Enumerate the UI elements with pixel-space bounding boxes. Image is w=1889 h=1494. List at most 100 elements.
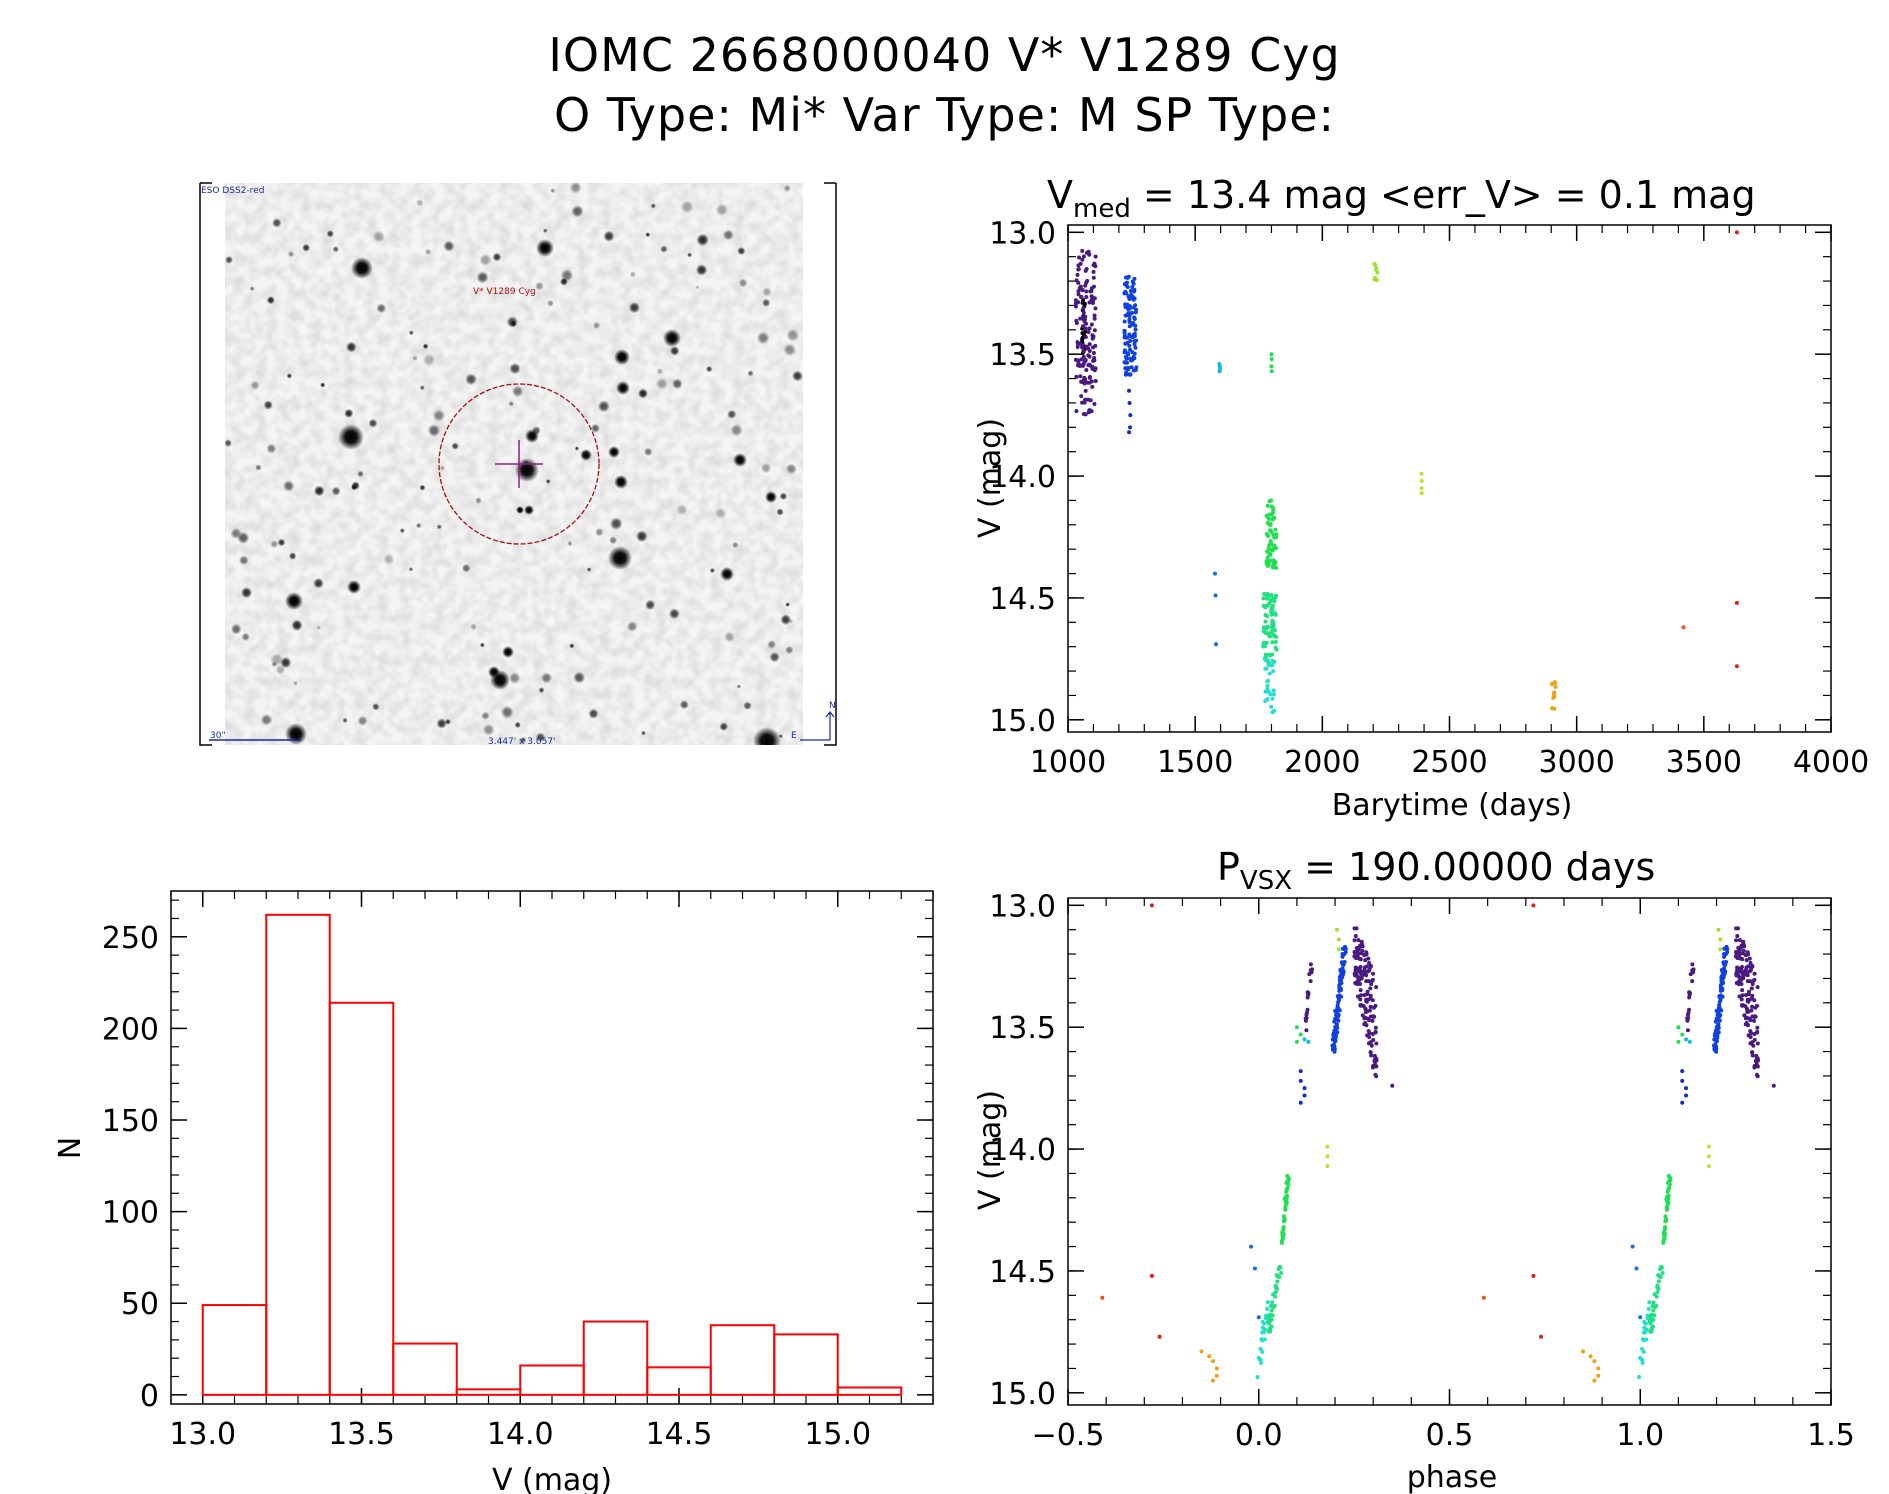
data-point bbox=[1091, 350, 1096, 355]
north-label: N bbox=[829, 701, 836, 711]
data-point bbox=[1269, 1308, 1274, 1313]
scale-label: 30" bbox=[210, 731, 226, 741]
data-point bbox=[1274, 647, 1279, 652]
data-point bbox=[1081, 411, 1086, 416]
data-point bbox=[1325, 1164, 1330, 1169]
histogram-bar bbox=[836, 1386, 903, 1396]
data-point bbox=[1261, 625, 1266, 630]
x-tick-label: 13.5 bbox=[328, 1417, 395, 1452]
data-point bbox=[1273, 527, 1278, 532]
data-point bbox=[1368, 986, 1373, 991]
data-point bbox=[1553, 680, 1558, 685]
data-point bbox=[1265, 679, 1270, 684]
histogram-bar bbox=[773, 1333, 839, 1396]
data-point bbox=[1352, 954, 1357, 959]
data-point bbox=[1083, 397, 1088, 402]
data-point bbox=[1265, 503, 1270, 508]
x-tick-label: 4000 bbox=[1793, 745, 1869, 780]
data-point bbox=[1630, 1244, 1635, 1249]
data-point bbox=[1074, 374, 1079, 379]
data-point bbox=[1661, 1240, 1666, 1245]
data-point bbox=[1149, 1273, 1154, 1278]
data-point bbox=[1085, 278, 1090, 283]
data-point bbox=[1214, 642, 1219, 647]
data-point bbox=[1714, 1046, 1719, 1051]
data-point bbox=[1079, 394, 1084, 399]
data-point bbox=[1750, 1004, 1755, 1009]
data-point bbox=[1641, 1330, 1646, 1335]
histogram-axes: 13.0 13.5 14.0 14.5 15.0 0 50 100 150 200 250 bbox=[102, 891, 934, 1452]
data-point bbox=[1648, 1314, 1653, 1319]
data-point bbox=[1214, 1373, 1219, 1378]
data-point bbox=[1087, 342, 1092, 347]
data-point bbox=[1737, 994, 1742, 999]
data-point bbox=[1638, 1355, 1643, 1360]
data-point bbox=[1270, 1300, 1275, 1305]
data-point bbox=[1080, 345, 1085, 350]
data-point bbox=[1744, 958, 1749, 963]
data-point bbox=[1091, 284, 1096, 289]
y-tick-label: 14.5 bbox=[989, 1255, 1056, 1290]
data-point bbox=[1748, 979, 1753, 984]
data-point bbox=[1718, 996, 1723, 1001]
data-point bbox=[1680, 1078, 1685, 1083]
histogram-bar bbox=[709, 1324, 776, 1396]
data-point bbox=[1092, 358, 1097, 363]
data-point bbox=[1359, 1003, 1364, 1008]
data-point bbox=[1092, 402, 1097, 407]
data-point bbox=[1078, 374, 1083, 379]
data-point bbox=[1269, 357, 1274, 362]
data-point bbox=[1645, 1313, 1650, 1318]
data-point bbox=[1353, 934, 1358, 939]
data-point bbox=[1360, 944, 1365, 949]
data-point bbox=[1373, 1030, 1378, 1035]
data-point bbox=[1127, 332, 1132, 337]
data-point bbox=[1372, 1053, 1377, 1058]
histogram-bar bbox=[201, 1304, 268, 1396]
data-point bbox=[1087, 252, 1092, 257]
data-point bbox=[1745, 1023, 1750, 1028]
data-point bbox=[1592, 1359, 1597, 1364]
data-point bbox=[1284, 1200, 1289, 1205]
data-point bbox=[1083, 283, 1088, 288]
data-point bbox=[1366, 1041, 1371, 1046]
data-point bbox=[1133, 303, 1138, 308]
data-point bbox=[1368, 996, 1373, 1001]
crosshair-icon bbox=[495, 440, 543, 488]
data-point bbox=[1078, 316, 1083, 321]
data-point bbox=[1752, 1038, 1757, 1043]
data-point bbox=[1081, 349, 1086, 354]
data-point bbox=[1267, 671, 1272, 676]
data-point bbox=[1687, 995, 1692, 1000]
data-point bbox=[1665, 1189, 1670, 1194]
data-point bbox=[1088, 398, 1093, 403]
data-point bbox=[1659, 1265, 1664, 1270]
data-point bbox=[1663, 1225, 1668, 1230]
data-point bbox=[1262, 591, 1267, 596]
data-point bbox=[1656, 1279, 1661, 1284]
data-point bbox=[1087, 375, 1092, 380]
data-point bbox=[1738, 956, 1743, 961]
data-point bbox=[1551, 695, 1556, 700]
data-point bbox=[1754, 1072, 1759, 1077]
data-point bbox=[1073, 304, 1078, 309]
histogram-bar bbox=[519, 1364, 585, 1396]
data-point bbox=[1676, 1039, 1681, 1044]
data-point bbox=[1128, 425, 1133, 430]
data-point bbox=[1124, 370, 1129, 375]
data-point bbox=[1739, 997, 1744, 1002]
data-point bbox=[1308, 962, 1313, 967]
data-point bbox=[1357, 956, 1362, 961]
data-point bbox=[1747, 1016, 1752, 1021]
data-point bbox=[1308, 979, 1313, 984]
data-point bbox=[1750, 996, 1755, 1001]
data-point bbox=[1553, 684, 1558, 689]
x-tick-label: 2000 bbox=[1284, 745, 1360, 780]
data-point bbox=[1363, 1006, 1368, 1011]
histogram-bar bbox=[392, 1342, 458, 1396]
data-point bbox=[1306, 990, 1311, 995]
histogram-plot: 13.0 13.5 14.0 14.5 15.0 0 50 100 150 200 250 V (m… bbox=[53, 890, 934, 1494]
data-point bbox=[1077, 255, 1082, 260]
data-point bbox=[1748, 961, 1753, 966]
x-tick-label: 1.0 bbox=[1616, 1418, 1664, 1453]
